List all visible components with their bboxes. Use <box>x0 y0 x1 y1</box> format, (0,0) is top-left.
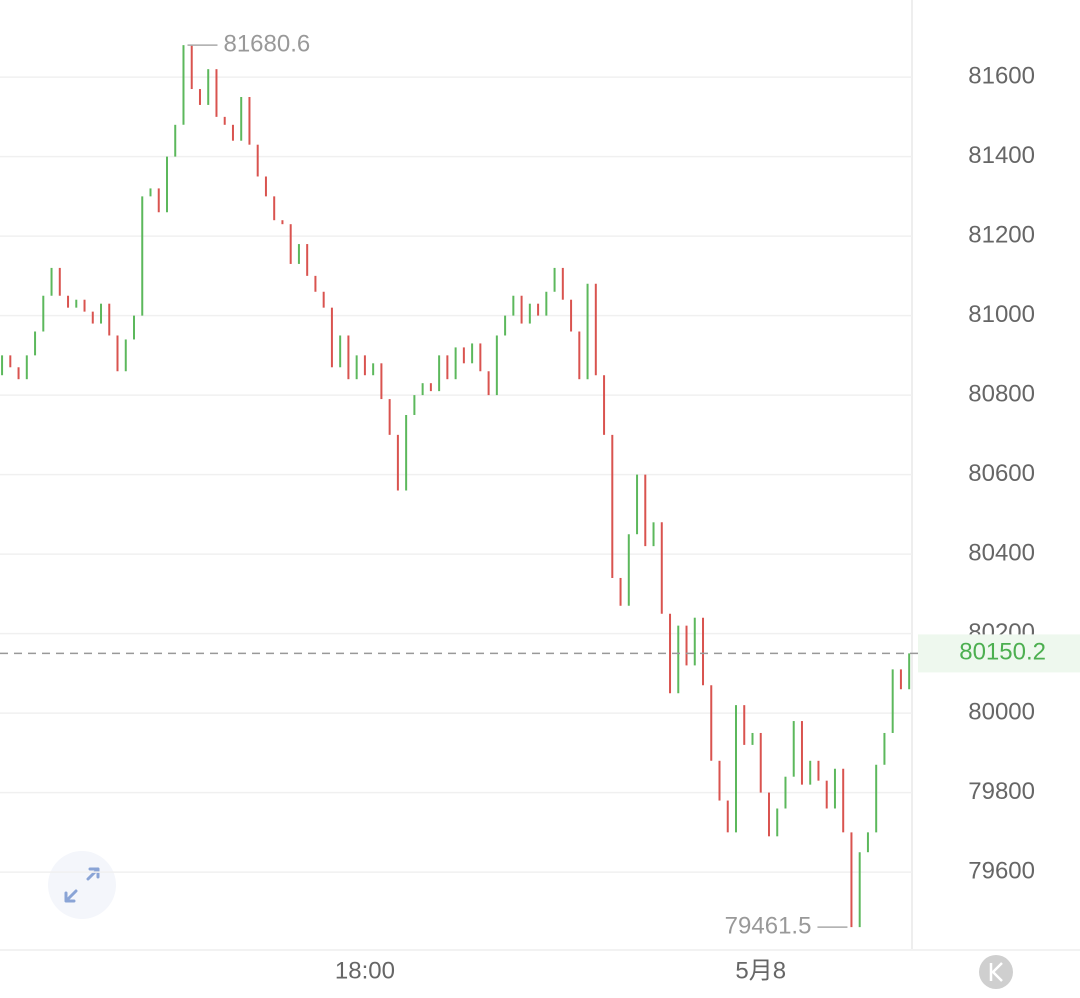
min-label: 79461.5 <box>725 912 812 939</box>
y-tick-label: 79800 <box>968 778 1035 805</box>
y-tick-label: 79600 <box>968 857 1035 884</box>
last-price-label: 80150.2 <box>959 639 1046 666</box>
x-tick-label: 5月8 <box>735 957 786 984</box>
kline-icon[interactable] <box>989 962 1003 982</box>
kline-button[interactable] <box>979 955 1013 989</box>
y-tick-label: 80800 <box>968 380 1035 407</box>
max-label: 81680.6 <box>223 30 310 57</box>
y-tick-label: 80600 <box>968 460 1035 487</box>
last-price-bg <box>918 634 1080 673</box>
expand-button[interactable] <box>48 851 116 919</box>
expand-icon[interactable] <box>64 867 100 903</box>
x-tick-label: 18:00 <box>335 957 395 984</box>
y-tick-label: 80400 <box>968 539 1035 566</box>
y-tick-label: 80000 <box>968 698 1035 725</box>
y-tick-label: 81400 <box>968 142 1035 169</box>
y-tick-label: 81600 <box>968 62 1035 89</box>
expand-button-bg[interactable] <box>48 851 116 919</box>
y-tick-label: 81000 <box>968 301 1035 328</box>
y-tick-label: 81200 <box>968 221 1035 248</box>
kline-button-bg[interactable] <box>979 955 1013 989</box>
